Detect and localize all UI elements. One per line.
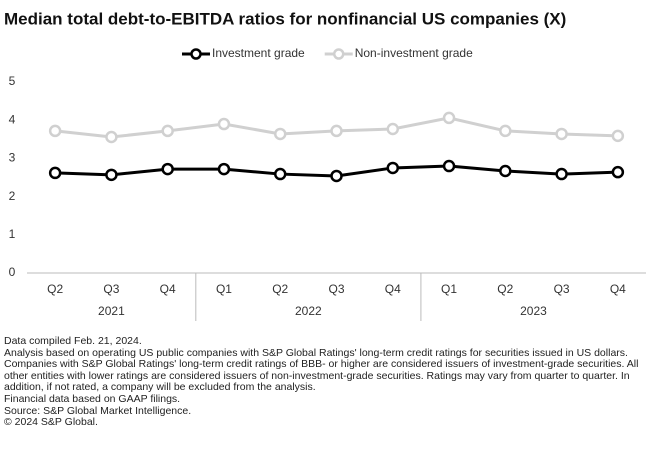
note: Companies with S&P Global Ratings' long-… (4, 358, 639, 394)
notes: Data compiled Feb. 21, 2024. Analysis bas… (4, 335, 656, 429)
note: Analysis based on operating US public co… (4, 346, 628, 359)
point (611, 165, 625, 179)
x-tick-label: Q2 (497, 282, 513, 296)
x-tick-label: Q2 (272, 282, 288, 296)
legend-label: Non-investment grade (355, 46, 473, 60)
point (330, 169, 343, 183)
x-tick-label: Q1 (216, 282, 232, 296)
chart: Median total debt-to-EBITDA ratios for n… (4, 9, 646, 321)
point (48, 124, 62, 138)
point (555, 167, 568, 181)
note: Source: S&P Global Market Intelligence. (4, 404, 192, 417)
x-tick-label: Q3 (328, 282, 344, 296)
x-group-label: 2023 (520, 304, 547, 318)
point (105, 130, 118, 144)
y-tick-label: 0 (9, 265, 16, 279)
note: Data compiled Feb. 21, 2024. (4, 335, 142, 347)
note: Financial data based on GAAP filings. (4, 392, 181, 405)
x-tick-label: Q2 (47, 282, 63, 296)
point (48, 166, 62, 180)
y-tick-label: 4 (9, 112, 16, 126)
point (499, 164, 512, 178)
y-tick-label: 2 (9, 189, 16, 203)
y-tick-label: 1 (9, 227, 16, 241)
point (330, 124, 343, 138)
x-tick-label: Q4 (385, 282, 401, 296)
legend-marker (332, 48, 345, 60)
point (161, 124, 174, 138)
legend-label: Investment grade (212, 46, 305, 60)
point (442, 111, 456, 125)
point (442, 159, 456, 173)
x-group-label: 2022 (295, 304, 322, 318)
point (217, 117, 231, 131)
point (217, 162, 231, 176)
x-tick-label: Q3 (554, 282, 570, 296)
point (611, 129, 625, 143)
x-tick-label: Q1 (441, 282, 457, 296)
y-tick-label: 5 (9, 74, 16, 88)
point (499, 124, 512, 138)
point (273, 167, 287, 181)
x-tick-label: Q4 (160, 282, 176, 296)
note: © 2024 S&P Global. (4, 416, 98, 429)
point (161, 162, 174, 176)
x-group-label: 2021 (98, 304, 125, 318)
point (386, 161, 400, 175)
x-tick-label: Q4 (610, 282, 626, 296)
x-tick-label: Q3 (103, 282, 119, 296)
point (105, 168, 118, 182)
point (386, 122, 400, 136)
point (555, 127, 568, 141)
chart-title: Median total debt-to-EBITDA ratios for n… (4, 9, 566, 28)
y-tick-label: 3 (9, 151, 16, 165)
point (273, 127, 287, 141)
legend-marker (190, 48, 202, 60)
